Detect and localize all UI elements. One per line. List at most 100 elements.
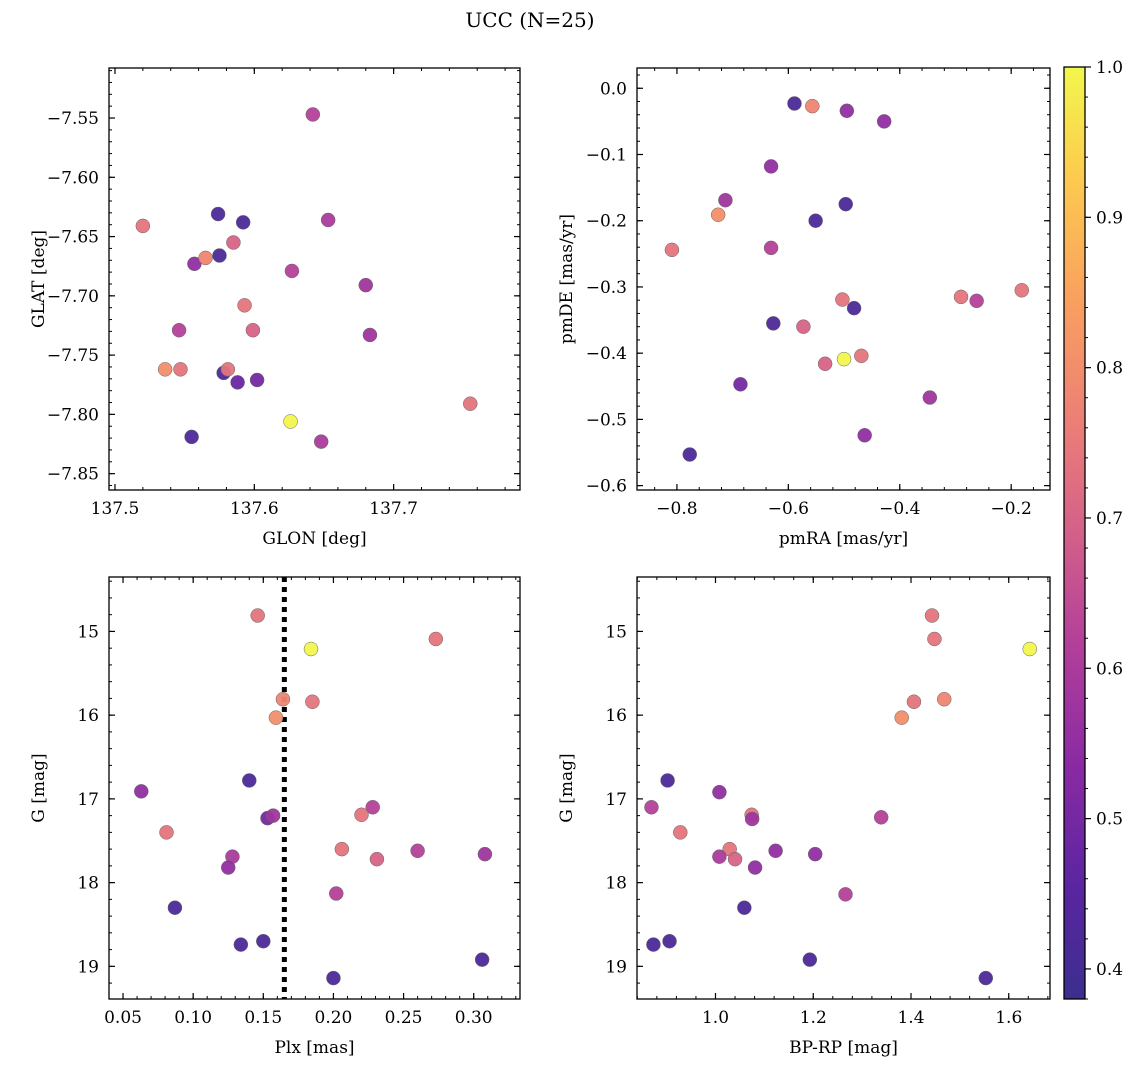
scatter-point: [894, 710, 909, 725]
scatter-point: [220, 362, 236, 377]
y-tick-label: −0.6: [586, 477, 627, 497]
x-tick-label: 137.5: [91, 499, 140, 519]
x-tick-label: −0.2: [991, 499, 1032, 519]
y-tick-label: 18: [605, 874, 627, 894]
scatter-point: [230, 375, 245, 390]
scatter-point: [210, 206, 226, 222]
y-tick-label: 19: [605, 957, 627, 977]
scatter-point: [787, 96, 802, 111]
scatter-point: [768, 843, 783, 859]
y-axis-label: GLAT [deg]: [29, 230, 49, 328]
scatter-point: [237, 298, 252, 313]
x-tick-label: 0.05: [104, 1008, 142, 1028]
scatter-point: [303, 641, 319, 657]
scatter-point: [710, 207, 726, 223]
y-tick-label: 16: [605, 706, 627, 726]
scatter-point: [305, 107, 321, 122]
scatter-point: [157, 362, 173, 377]
scatter-point: [233, 937, 249, 952]
scatter-point: [362, 327, 378, 343]
colorbar: 0.4 0.5 0.6 0.7 0.8 0.9 1.0: [1063, 58, 1123, 1000]
scatter-point: [334, 841, 350, 857]
colorbar-tick-label: 0.7: [1096, 509, 1123, 529]
scatter-point: [249, 372, 265, 388]
scatter-point: [802, 952, 818, 967]
colorbar-tick-label: 0.4: [1096, 960, 1123, 980]
y-tick-label: −7.75: [47, 346, 99, 366]
scatter-point: [644, 800, 659, 815]
scatter-point: [836, 351, 852, 367]
scatter-point: [220, 860, 236, 875]
y-tick-label: 17: [605, 790, 627, 810]
scatter-point: [646, 937, 661, 952]
scatter-point: [682, 447, 698, 462]
scatter-point: [226, 235, 241, 250]
y-tick-label: −7.80: [47, 405, 99, 425]
scatter-point: [313, 434, 329, 449]
y-axis-label: G [mag]: [557, 753, 577, 822]
x-tick-label: 0.20: [315, 1008, 353, 1028]
scatter-point: [807, 846, 823, 862]
x-tick-label: 1.6: [995, 1008, 1022, 1028]
scatter-point: [245, 322, 261, 338]
scatter-point: [463, 396, 478, 411]
scatter-point: [171, 322, 187, 338]
x-tick-label: 1.2: [800, 1008, 827, 1028]
scatter-panel-2: −0.8 −0.6 −0.4 −0.2 0.0 −0.1 −0.2 −0.3 −0.4 −0.5 −…: [557, 67, 1051, 549]
scatter-point: [766, 316, 781, 331]
scatter-point: [474, 952, 490, 967]
x-tick-label: 0.15: [244, 1008, 282, 1028]
y-tick-label: −0.4: [586, 344, 627, 364]
scatter-point: [763, 159, 779, 174]
scatter-point: [167, 900, 183, 915]
scatter-point: [134, 784, 149, 799]
scatter-point: [410, 843, 425, 859]
scatter-point: [326, 970, 341, 986]
figure-title: UCC (N=25): [465, 8, 594, 32]
scatter-point: [796, 319, 811, 334]
colorbar-tick-label: 0.8: [1096, 359, 1123, 379]
scatter-point: [817, 356, 833, 372]
scatter-point: [1014, 283, 1030, 298]
scatter-point: [808, 213, 823, 228]
x-tick-label: 137.6: [230, 499, 279, 519]
scatter-point: [328, 886, 344, 901]
scatter-point: [358, 277, 374, 293]
scatter-point: [727, 851, 743, 867]
scatter-point: [369, 851, 385, 867]
scatter-point: [924, 608, 940, 623]
scatter-point: [839, 103, 855, 119]
scatter-point: [184, 429, 199, 445]
y-tick-label: −7.60: [47, 168, 99, 188]
y-tick-label: −0.5: [586, 410, 627, 430]
x-tick-label: −0.6: [768, 499, 809, 519]
scatter-point: [173, 362, 188, 377]
scatter-point: [265, 808, 281, 823]
scatter-point: [305, 694, 320, 710]
colorbar-tick-label: 0.6: [1096, 659, 1123, 679]
x-axis-label: BP-RP [mag]: [789, 1038, 898, 1058]
scatter-point: [275, 691, 291, 707]
scatter-point: [978, 970, 994, 986]
y-axis-label: pmDE [mas/yr]: [557, 214, 577, 344]
scatter-point: [198, 250, 213, 266]
scatter-point: [354, 807, 369, 823]
colorbar-tick-label: 0.5: [1096, 810, 1123, 830]
scatter-point: [284, 263, 300, 279]
scatter-point: [857, 428, 872, 443]
x-tick-label: 0.25: [385, 1008, 423, 1028]
scatter-panel-1: 137.5 137.6 137.7 −7.55 −7.60 −7.65 −7.70 −7.75…: [29, 67, 521, 549]
scatter-point: [876, 114, 892, 129]
axes-frame: [636, 67, 1051, 491]
scatter-point: [256, 933, 271, 949]
scatter-point: [1022, 641, 1038, 657]
scatter-point: [747, 860, 763, 875]
scatter-point: [873, 810, 889, 825]
scatter-point: [135, 218, 151, 234]
scatter-point: [922, 390, 938, 405]
scatter-point: [664, 242, 680, 258]
axes-frame: [108, 576, 521, 1000]
y-axis-label: G [mag]: [29, 753, 49, 822]
scatter-point: [835, 292, 850, 307]
x-tick-label: −0.4: [879, 499, 920, 519]
